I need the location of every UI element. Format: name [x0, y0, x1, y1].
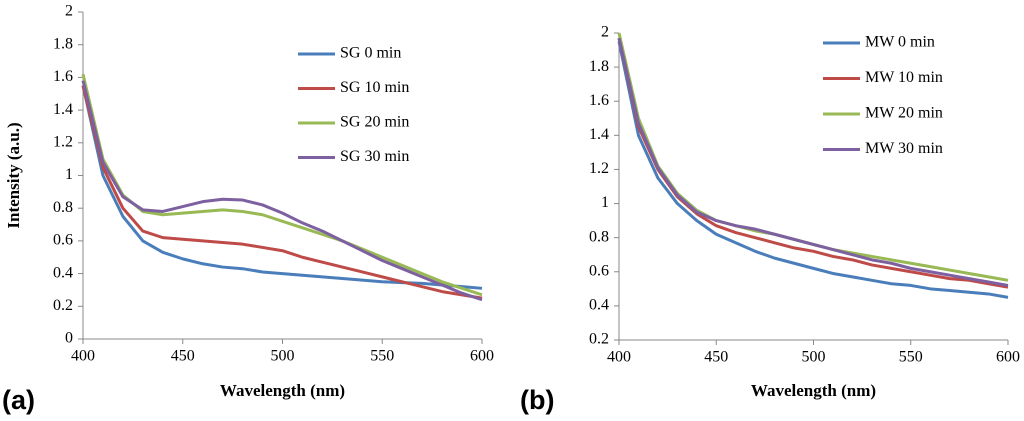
data-line	[617, 37, 1009, 287]
y-tick-label: 2	[65, 3, 73, 20]
x-tick-label: 550	[899, 349, 923, 366]
legend-label: SG 0 min	[340, 45, 401, 62]
x-tick-label: 400	[607, 349, 631, 366]
x-tick-label: 550	[370, 348, 394, 365]
data-line	[81, 73, 483, 297]
y-tick-label: 1.2	[53, 133, 73, 150]
x-tick-label: 400	[71, 348, 95, 365]
legend-label: SG 20 min	[340, 114, 409, 131]
y-tick-label: 0.8	[53, 199, 73, 216]
y-tick-label: 0.8	[589, 228, 609, 245]
data-line	[81, 85, 483, 300]
y-tick-label: 0.6	[53, 232, 73, 249]
legend-label: SG 30 min	[340, 148, 409, 165]
data-line	[617, 41, 1009, 299]
y-tick-label: 0.4	[589, 297, 609, 314]
data-line	[81, 85, 483, 290]
x-tick-label: 500	[802, 349, 826, 366]
y-tick-label: 1.2	[589, 160, 609, 177]
x-tick-label: 600	[996, 349, 1020, 366]
legend-label: MW 20 min	[865, 105, 943, 122]
x-axis-title: Wavelength (nm)	[751, 381, 876, 400]
x-axis-title: Wavelength (nm)	[220, 381, 345, 400]
y-tick-label: 1	[601, 194, 609, 211]
y-tick-label: 0.2	[589, 331, 609, 348]
y-tick-label: 1.4	[589, 126, 609, 143]
y-tick-label: 1	[65, 166, 73, 183]
x-tick-label: 450	[704, 349, 728, 366]
y-tick-label: 1.8	[53, 35, 73, 52]
y-tick-label: 1.8	[589, 58, 609, 75]
x-tick-label: 450	[171, 348, 195, 365]
y-tick-label: 1.6	[53, 68, 73, 85]
y-axis-title: Intensity (a.u.)	[4, 122, 23, 228]
legend-label: MW 10 min	[865, 69, 943, 86]
y-tick-label: 0.6	[589, 262, 609, 279]
y-tick-label: 1.6	[589, 92, 609, 109]
panel-label: (a)	[2, 385, 35, 415]
y-tick-label: 0	[65, 330, 73, 347]
x-tick-label: 500	[271, 348, 295, 365]
y-tick-label: 1.4	[53, 101, 73, 118]
data-line	[617, 37, 1009, 289]
x-tick-label: 600	[470, 348, 494, 365]
legend-label: MW 30 min	[865, 140, 943, 157]
legend-label: SG 10 min	[340, 79, 409, 96]
panel-label: (b)	[520, 385, 554, 415]
y-tick-label: 0.2	[53, 297, 73, 314]
legend-label: MW 0 min	[865, 34, 935, 51]
y-tick-label: 2	[601, 24, 609, 41]
data-line	[81, 80, 483, 302]
y-tick-label: 0.4	[53, 264, 73, 281]
